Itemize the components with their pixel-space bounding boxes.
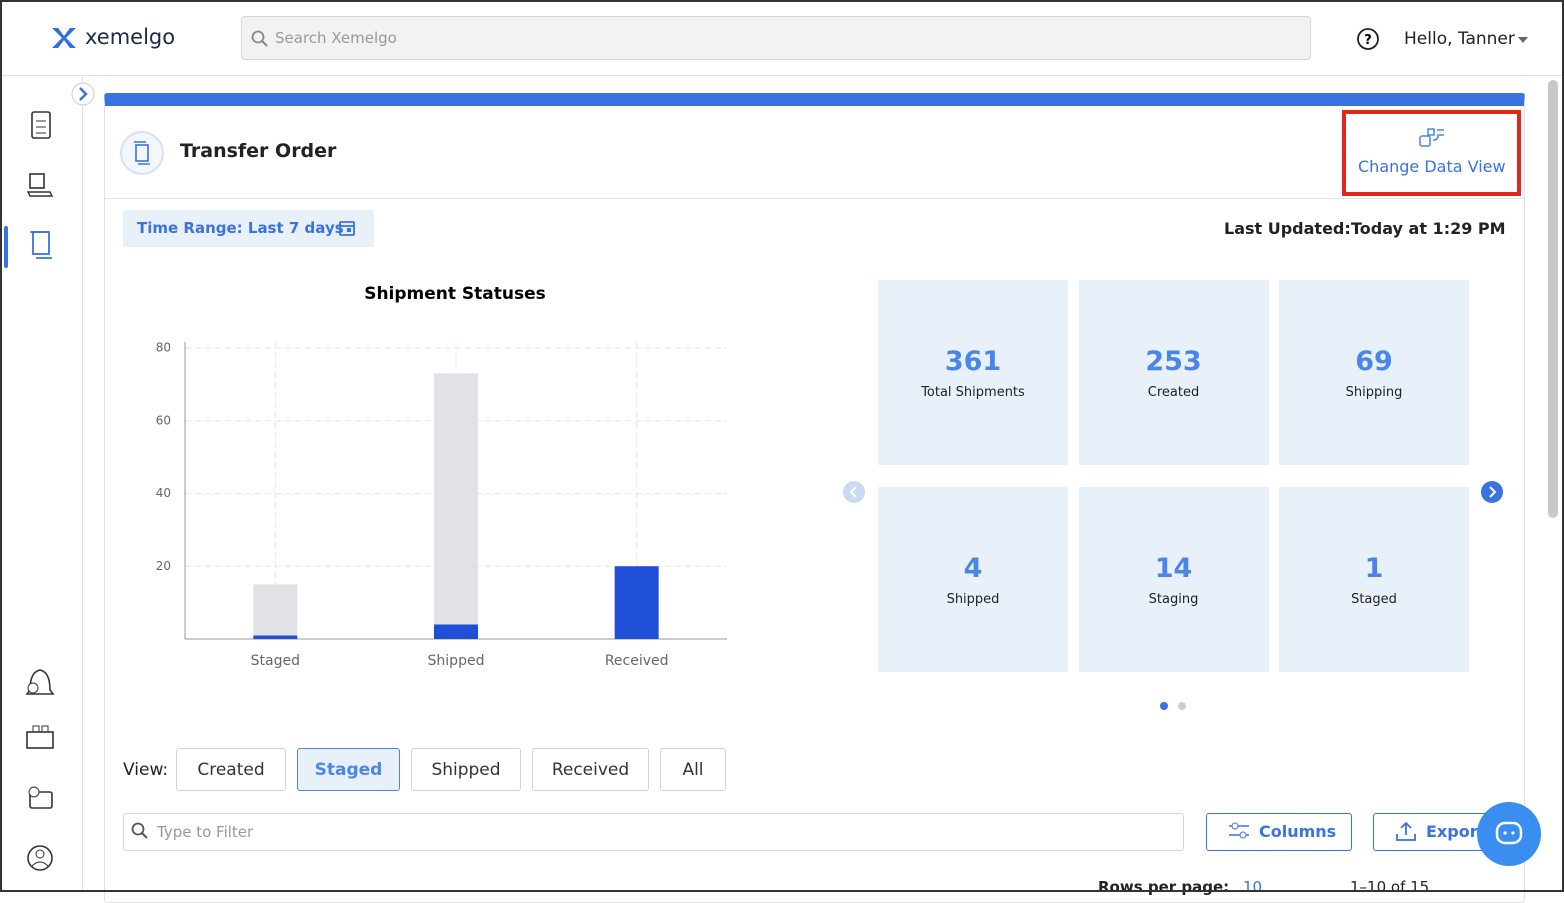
change-view-icon <box>1419 128 1444 147</box>
stat-label: Total Shipments <box>921 384 1025 400</box>
view-button[interactable]: All <box>660 748 726 791</box>
stat-value: 253 <box>1145 345 1202 377</box>
change-data-view[interactable]: Change Data View <box>1358 157 1506 176</box>
view-label: View: <box>123 760 169 780</box>
stat-value: 14 <box>1154 552 1193 584</box>
stat-card: 1 Staged <box>1279 487 1469 672</box>
dropdown-caret <box>1518 37 1528 43</box>
filter-icon <box>131 822 148 839</box>
export-label[interactable]: Export <box>1426 822 1486 841</box>
highlight-box <box>1342 110 1521 196</box>
scrollbar[interactable] <box>1548 80 1558 518</box>
search-placeholder: Search Xemelgo <box>275 29 397 47</box>
stat-card: 253 Created <box>1078 280 1269 465</box>
view-button[interactable]: Shipped <box>411 748 521 791</box>
view-button[interactable]: Received <box>532 748 649 791</box>
y-tick-label: 20 <box>156 559 171 573</box>
filter-box[interactable] <box>123 813 1184 851</box>
stat-label: Shipping <box>1345 384 1403 400</box>
columns-button[interactable] <box>1206 813 1352 851</box>
stat-card: 4 Shipped <box>878 487 1068 672</box>
stats-grid: 361 Total Shipments 253 Created 69 Shipping 4 S… <box>878 280 1469 672</box>
time-range-chip[interactable] <box>123 210 374 247</box>
stat-card: 361 Total Shipments <box>878 280 1068 465</box>
last-updated-value: Today at 1:29 PM <box>1351 219 1506 238</box>
calendar-icon <box>339 221 355 236</box>
stat-value: 1 <box>1364 552 1384 584</box>
rows-per-page[interactable]: 10 <box>1243 878 1263 896</box>
stat-value: 69 <box>1355 345 1393 377</box>
chart: Shipment Statuses 20 40 60 80 Staged Shipped R… <box>156 284 727 669</box>
search-box[interactable] <box>241 16 1311 60</box>
y-tick-label: 40 <box>156 486 171 500</box>
stat-value: 4 <box>963 552 983 584</box>
bar <box>434 373 478 625</box>
carousel-dots <box>1160 702 1186 710</box>
chart-title: Shipment Statuses <box>364 284 546 304</box>
logo-icon <box>52 28 76 48</box>
sidebar-active <box>4 226 8 268</box>
stat-card: 69 Shipping <box>1279 280 1469 465</box>
x-tick-label: Staged <box>251 653 300 669</box>
chat-button[interactable] <box>1476 801 1542 867</box>
logo: xemelgo <box>85 25 176 49</box>
rows-per-page-label: Rows per page: <box>1098 878 1230 896</box>
bar <box>614 566 659 639</box>
sidebar <box>0 76 83 892</box>
greeting[interactable]: Hello, Tanner <box>1404 29 1515 49</box>
stat-card: 14 Staging <box>1078 487 1269 672</box>
stat-label: Staging <box>1148 591 1199 607</box>
time-range[interactable]: Time Range: Last 7 days <box>137 219 344 237</box>
y-tick-label: 80 <box>156 341 171 355</box>
view-button[interactable]: Created <box>176 748 286 791</box>
view-button[interactable]: Staged <box>297 748 400 791</box>
columns-icon <box>1229 822 1249 839</box>
x-tick-label: Shipped <box>428 653 485 669</box>
divider <box>105 198 1524 199</box>
stat-label: Shipped <box>946 591 1000 607</box>
carousel-prev[interactable] <box>842 480 866 504</box>
stat-value: 361 <box>944 345 1002 377</box>
x-tick-label: Received <box>605 653 669 669</box>
svg-text:?: ? <box>1364 33 1372 48</box>
stat-label: Created <box>1147 384 1200 400</box>
stat-label: Staged <box>1351 591 1397 607</box>
export-icon <box>1396 821 1416 841</box>
sidebar-icons <box>25 82 95 871</box>
bar <box>253 584 298 636</box>
view-buttons: Created Staged Shipped Received All <box>176 748 726 791</box>
last-updated-label: Last Updated: <box>1224 219 1351 238</box>
columns-label[interactable]: Columns <box>1259 822 1337 841</box>
bar <box>434 624 478 639</box>
page-icon <box>120 131 164 175</box>
page-title: Transfer Order <box>180 140 337 162</box>
search-icon <box>251 30 268 47</box>
filter-placeholder: Type to Filter <box>157 823 254 841</box>
carousel-next[interactable] <box>1480 480 1504 504</box>
y-tick-label: 60 <box>156 413 171 427</box>
bar <box>253 635 298 639</box>
help-icon[interactable]: ? <box>1356 27 1380 51</box>
page-range: 1–10 of 15 <box>1350 878 1430 896</box>
top-bar <box>0 0 1564 76</box>
